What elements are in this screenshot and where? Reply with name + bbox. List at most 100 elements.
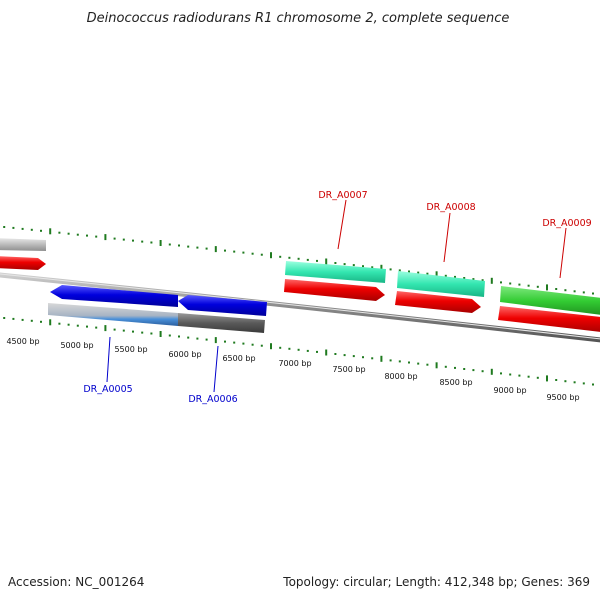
outer-track-tick — [49, 228, 52, 235]
outer-track-tick — [564, 289, 567, 292]
tick-label-5500: 5500 bp — [114, 345, 147, 354]
outer-track-tick — [224, 249, 226, 252]
inner-track-tick — [168, 334, 171, 337]
gene-label-dr-a0008[interactable]: DR_A0008 — [426, 202, 475, 213]
tick-label-6000: 6000 bp — [168, 350, 201, 359]
inner-track-tick — [67, 323, 70, 326]
inner-track-tick — [325, 349, 328, 356]
inner-track-tick — [270, 343, 272, 350]
outer-track-tick — [159, 240, 162, 246]
inner-track-tick — [233, 341, 236, 344]
cds-arrow-dr-a0009[interactable] — [498, 306, 600, 333]
outer-track-tick — [527, 284, 530, 287]
inner-track-tick — [573, 381, 576, 384]
inner-track-tick — [463, 368, 466, 370]
outer-track-tick — [168, 243, 171, 246]
outer-track-tick — [371, 266, 374, 269]
outer-track-tick — [518, 283, 521, 286]
outer-track-tick — [297, 257, 300, 260]
cds-arrow-dr-a0006[interactable] — [178, 295, 267, 316]
gene-bar-dr-a0008[interactable] — [397, 271, 485, 297]
inner-track-tick — [343, 354, 346, 357]
inner-track-tick — [527, 375, 530, 378]
tick-label-8000: 8000 bp — [384, 372, 417, 381]
inner-track-tick — [12, 317, 15, 320]
outer-track-tick — [40, 229, 42, 232]
tick-label-9500: 9500 bp — [546, 393, 579, 402]
inner-track-tick — [426, 363, 429, 366]
outer-track-tick — [86, 234, 88, 237]
gene-bar-dr-a0006[interactable] — [178, 313, 265, 333]
cds-partial-red-arrow[interactable] — [0, 256, 46, 270]
leader-dr-a0006 — [213, 345, 219, 393]
outer-track-tick — [546, 284, 548, 291]
inner-track-tick — [150, 332, 153, 335]
inner-track-tick — [214, 337, 217, 344]
outer-track-tick — [555, 288, 558, 290]
inner-track-tick — [555, 379, 558, 381]
inner-track-tick — [564, 380, 567, 383]
gene-label-dr-a0006[interactable]: DR_A0006 — [188, 394, 237, 405]
outer-track-tick — [398, 269, 401, 272]
outer-track-tick — [454, 275, 456, 278]
outer-track-tick — [58, 231, 61, 234]
inner-track-tick — [334, 353, 337, 355]
inner-track-tick — [398, 360, 401, 363]
tick-label-6500: 6500 bp — [222, 354, 255, 363]
inner-track-tick — [242, 342, 245, 345]
outer-track-tick — [270, 252, 272, 259]
outer-track-tick — [389, 268, 392, 271]
gene-label-dr-a0005[interactable]: DR_A0005 — [83, 384, 132, 395]
outer-track-tick — [509, 282, 512, 285]
inner-track-tick — [49, 319, 52, 326]
inner-track-tick — [435, 362, 438, 369]
inner-track-tick — [95, 326, 98, 329]
outer-track-tick — [592, 292, 594, 295]
outer-track-tick — [67, 232, 70, 235]
inner-track-tick — [454, 366, 456, 369]
outer-track-tick — [30, 228, 33, 231]
outer-track-tick — [260, 253, 263, 256]
cds-arrow-dr-a0007[interactable] — [284, 279, 385, 301]
inner-track-tick — [352, 355, 355, 358]
gene-bar-dr-a0007[interactable] — [285, 261, 386, 283]
outer-track-tick — [178, 244, 180, 247]
leader-dr-a0009 — [559, 227, 567, 279]
outer-track-tick — [12, 226, 15, 229]
outer-track-tick — [472, 278, 475, 281]
outer-track-tick — [76, 233, 79, 236]
outer-track-tick — [334, 262, 337, 264]
outer-tick-track — [3, 226, 594, 295]
outer-track-tick — [214, 246, 217, 253]
cds-arrow-dr-a0008[interactable] — [395, 291, 481, 313]
outer-track-tick — [463, 277, 466, 279]
inner-track-tick — [380, 355, 383, 362]
gene-bar-dr-a0009[interactable] — [500, 286, 600, 316]
gene-label-dr-a0009[interactable]: DR_A0009 — [542, 218, 591, 229]
inner-track-tick — [582, 382, 585, 385]
outer-track-tick — [21, 227, 24, 230]
inner-track-tick — [30, 319, 33, 322]
outer-track-tick — [325, 258, 328, 265]
outer-track-tick — [95, 235, 98, 238]
inner-track-tick — [279, 346, 282, 349]
tick-label-7500: 7500 bp — [332, 365, 365, 374]
gene-label-dr-a0007[interactable]: DR_A0007 — [318, 190, 367, 201]
outer-track-tick — [573, 290, 576, 293]
outer-track-tick — [444, 274, 447, 277]
gene-bar-dr-a0005[interactable] — [48, 303, 178, 326]
leader-dr-a0005 — [106, 336, 111, 383]
tick-label-8500: 8500 bp — [439, 378, 472, 387]
outer-track-tick — [3, 226, 6, 228]
inner-track-tick — [297, 348, 300, 351]
outer-track-tick — [288, 256, 291, 259]
gene-partial-gray[interactable] — [0, 238, 46, 251]
inner-track-tick — [251, 343, 254, 346]
inner-track-tick — [417, 362, 420, 365]
cds-arrow-dr-a0005[interactable] — [50, 285, 178, 307]
outer-track-tick — [279, 255, 282, 258]
inner-track-tick — [546, 375, 548, 382]
inner-track-tick — [76, 324, 79, 327]
outer-track-tick — [582, 291, 585, 294]
